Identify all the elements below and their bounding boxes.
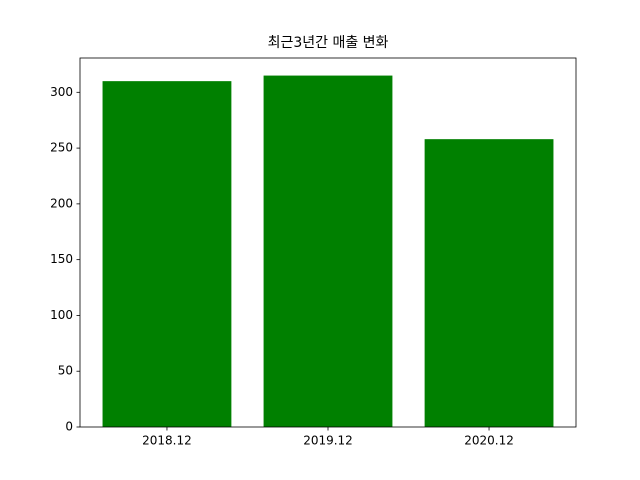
y-tick-label: 300 <box>50 85 73 99</box>
axes-frame <box>79 57 577 428</box>
y-tick-label: 0 <box>65 420 73 434</box>
bar <box>102 81 232 427</box>
x-tick-label: 2020.12 <box>464 434 514 448</box>
y-tick-label: 50 <box>58 364 73 378</box>
y-tick-label: 200 <box>50 196 73 210</box>
bar <box>424 139 554 427</box>
y-tick-label: 150 <box>50 252 73 266</box>
y-tick-label: 250 <box>50 141 73 155</box>
chart-title: 최근3년간 매출 변화 <box>268 35 389 51</box>
bar <box>263 75 393 428</box>
x-tick-label: 2019.12 <box>303 434 353 448</box>
y-tick-label: 100 <box>50 308 73 322</box>
x-tick-label: 2018.12 <box>142 434 192 448</box>
